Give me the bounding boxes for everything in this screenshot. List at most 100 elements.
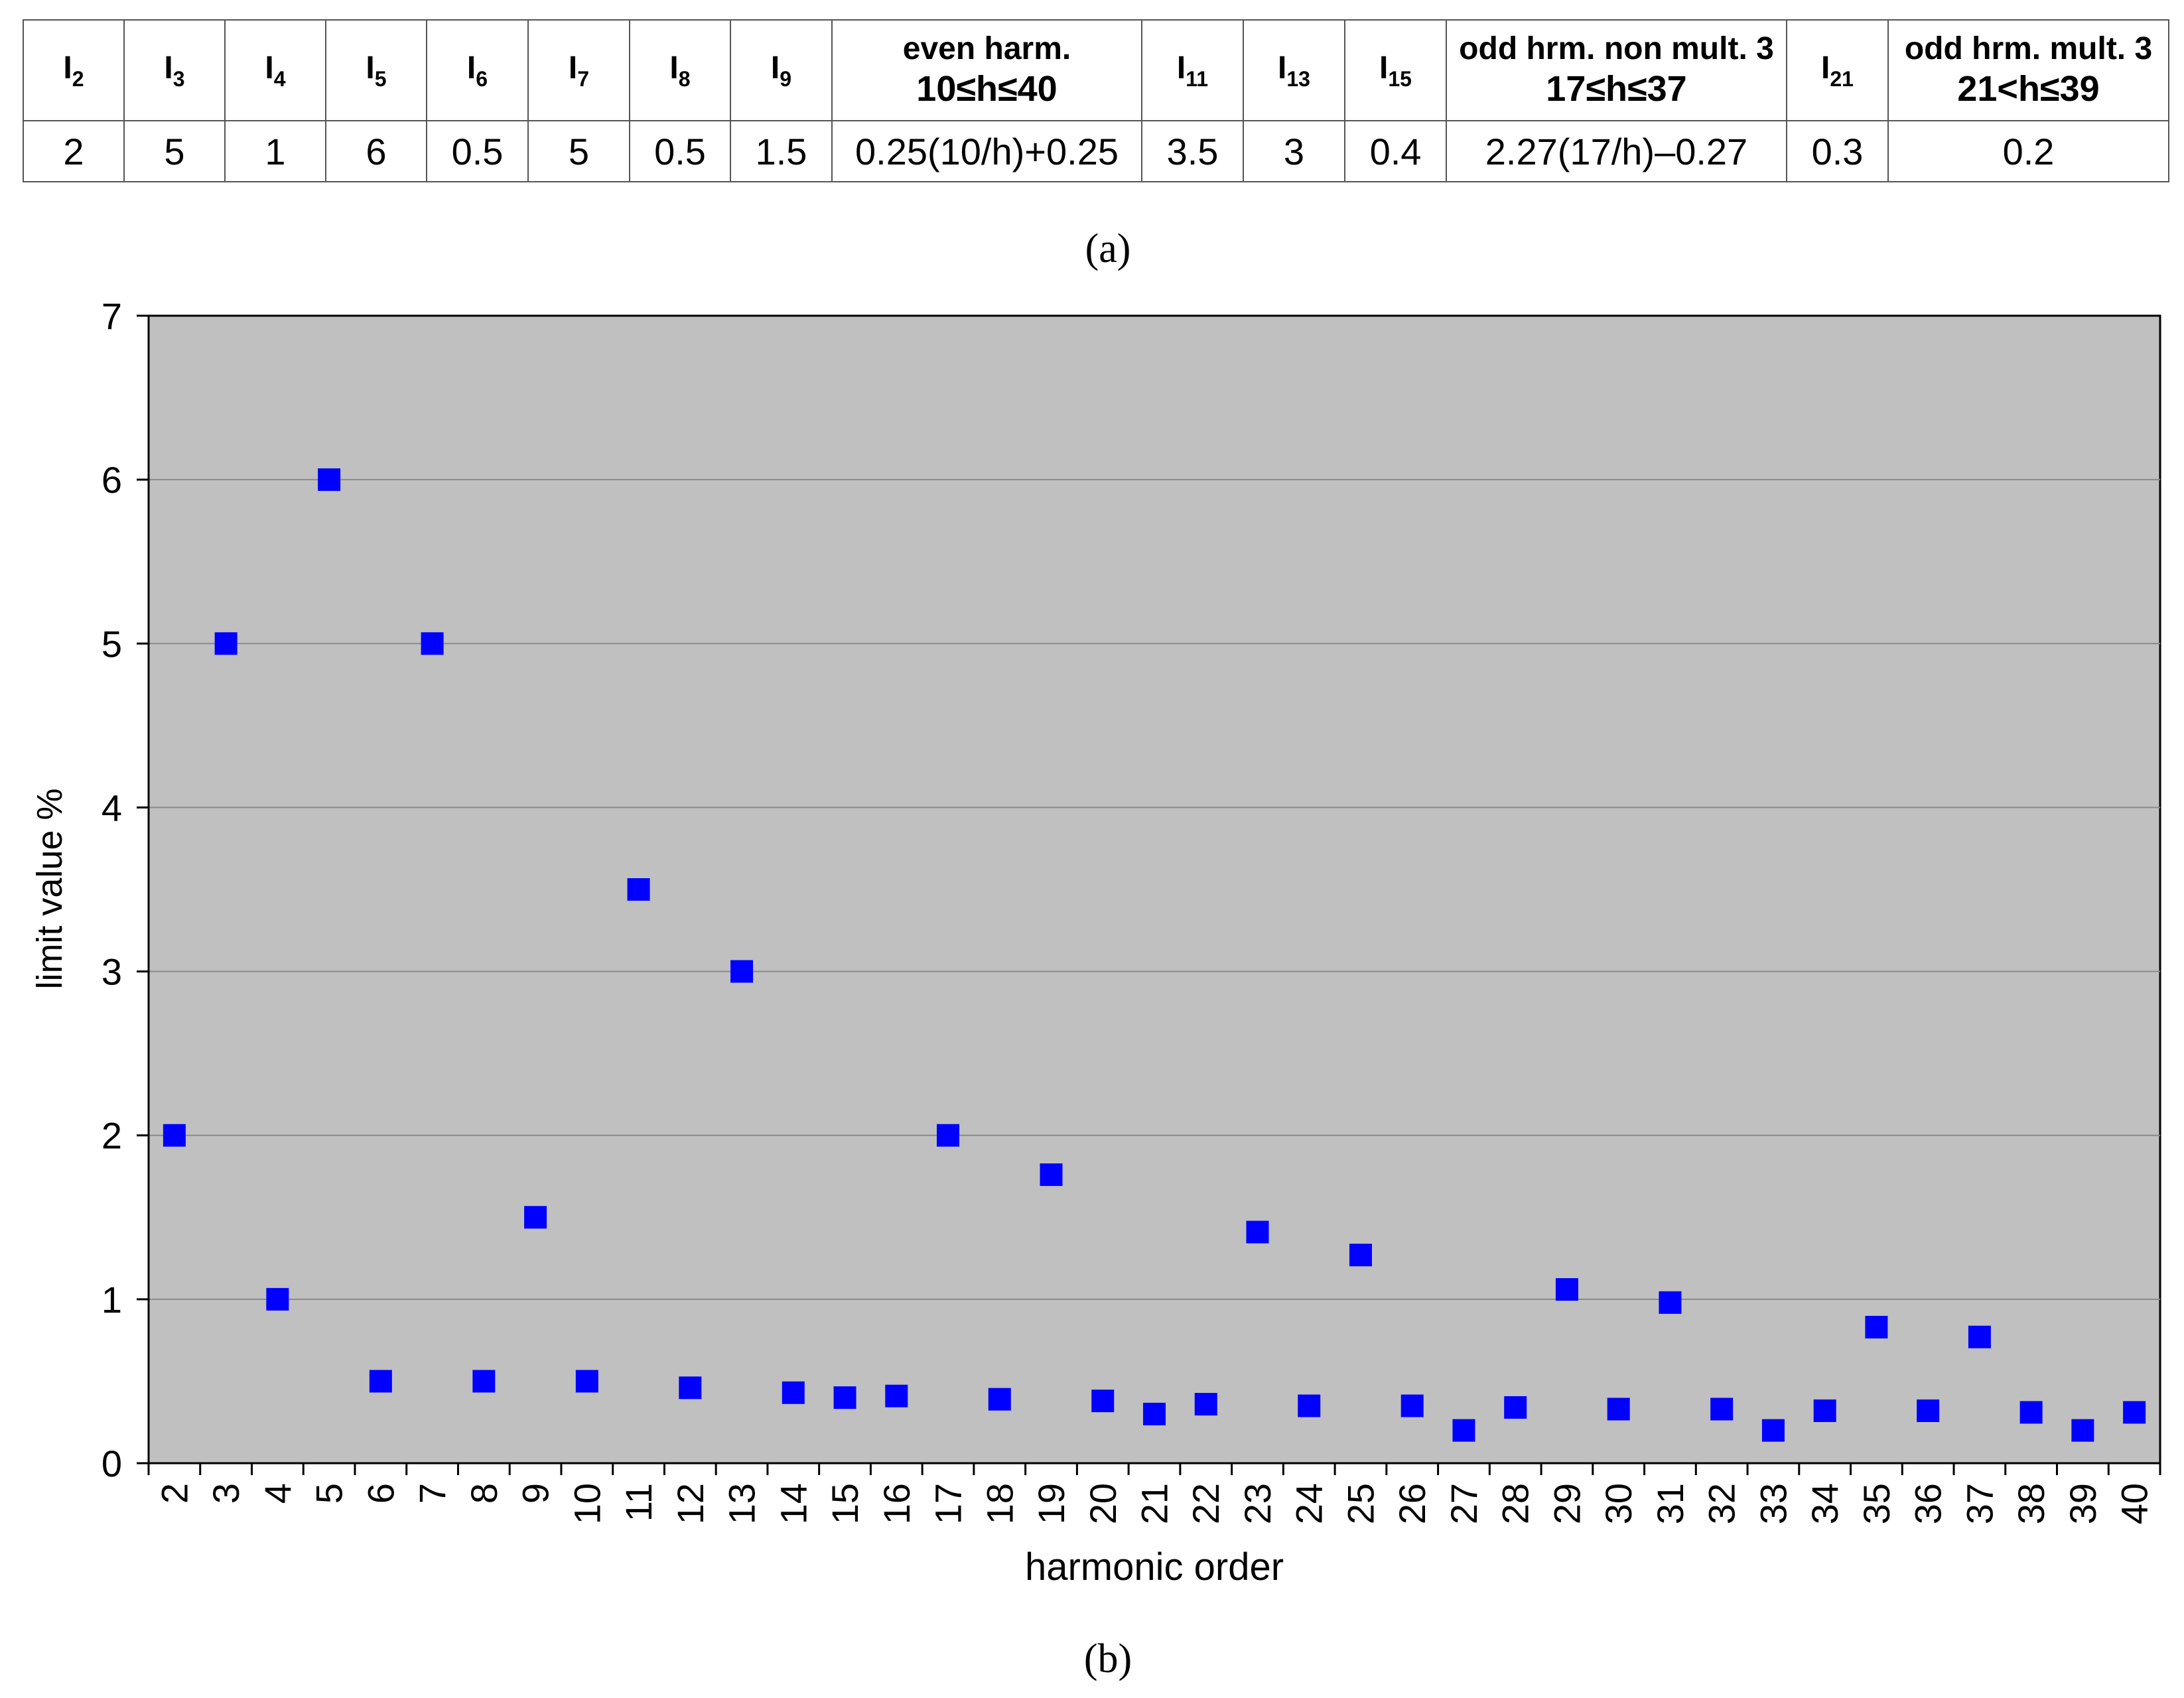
x-tick-label: 39 (2062, 1483, 2104, 1524)
x-tick-label: 11 (618, 1483, 659, 1522)
table-header-cell: I7 (527, 19, 630, 121)
y-tick-label: 0 (102, 1443, 122, 1484)
y-tick-label: 1 (102, 1279, 122, 1321)
x-tick-label: 34 (1804, 1483, 1846, 1524)
x-tick-label: 24 (1288, 1483, 1330, 1524)
header-main-text: I (568, 50, 578, 86)
x-tick-label: 3 (205, 1483, 247, 1504)
data-point (266, 1287, 289, 1311)
gridlines (149, 479, 2160, 1300)
header-subscript: 4 (273, 66, 286, 91)
y-tick-label: 4 (102, 787, 122, 828)
header-main-text: I (770, 50, 780, 86)
data-point (1091, 1390, 1115, 1413)
harmonic-limits-table: I2 I3 I4 I5 I6 I7 I8 I9 even harm. 10≤h≤40 I11 I13 I… (23, 19, 2169, 182)
x-tick-label: 25 (1339, 1483, 1381, 1524)
x-tick-label: 17 (927, 1483, 969, 1524)
y-tick-label: 2 (102, 1115, 122, 1157)
data-points (163, 468, 2146, 1442)
x-tick-label: 33 (1752, 1483, 1794, 1524)
panel-label-a: (a) (1085, 226, 1131, 271)
panel-label-b: (b) (1083, 1636, 1132, 1681)
x-tick-label: 8 (463, 1483, 505, 1504)
x-tick-label: 19 (1030, 1483, 1072, 1524)
table-header-row: I2 I3 I4 I5 I6 I7 I8 I9 even harm. 10≤h≤40 I11 I13 I… (23, 19, 2169, 121)
header-subscript: 15 (1388, 66, 1412, 91)
table-header-cell: I21 (1786, 19, 1889, 121)
header-main-text: even harm. (902, 31, 1071, 66)
table-value-cell: 3 (1243, 120, 1345, 182)
data-point (472, 1370, 496, 1393)
data-point (575, 1370, 598, 1393)
data-point (1968, 1325, 1991, 1348)
header-main-text: odd hrm. mult. 3 (1904, 31, 2153, 66)
x-tick-label: 4 (257, 1483, 299, 1504)
header-main-text: I (1176, 50, 1186, 86)
x-tick-label: 28 (1495, 1483, 1536, 1524)
table-value-cell: 0.5 (426, 120, 529, 182)
header-subscript: 21 (1830, 66, 1854, 91)
x-axis-ticks: 2 3 4 5 6 7 8 9 10 11 12 13 14 15 16 17 18 19 20 21 22 23 24 25… (147, 1462, 2161, 1524)
header-range-text: 10≤h≤40 (916, 69, 1058, 109)
table-header-cell: I2 (23, 19, 125, 121)
table-value-cell: 6 (325, 120, 427, 182)
header-subscript: 8 (678, 66, 691, 91)
header-subscript: 13 (1286, 66, 1310, 91)
y-tick-label: 5 (102, 623, 122, 665)
table-header-cell: even harm. 10≤h≤40 (831, 19, 1142, 121)
x-tick-label: 37 (1958, 1483, 2000, 1524)
table-header-cell: I3 (123, 19, 226, 121)
header-main-text: I (1278, 50, 1287, 86)
table-value-cell: 0.25(10/h)+0.25 (831, 120, 1142, 182)
data-point (369, 1370, 392, 1393)
data-point (833, 1386, 856, 1409)
table-header-cell: I11 (1141, 19, 1244, 121)
data-point (1143, 1402, 1166, 1425)
data-point (1917, 1399, 1940, 1422)
x-tick-label: 27 (1443, 1483, 1485, 1524)
x-axis-label: harmonic order (1025, 1545, 1284, 1589)
y-tick-label: 3 (102, 951, 122, 993)
table-value-cell: 0.4 (1344, 120, 1447, 182)
data-point (2123, 1401, 2146, 1424)
x-tick-label: 13 (721, 1483, 763, 1524)
data-point (782, 1381, 805, 1404)
data-point (1194, 1393, 1217, 1416)
table-value-cell: 1 (224, 120, 326, 182)
y-axis-ticks: 0 1 2 3 4 5 6 7 (102, 295, 150, 1484)
header-main-text: I (366, 50, 375, 86)
x-tick-label: 38 (2010, 1483, 2052, 1524)
table-header-cell: I8 (629, 19, 731, 121)
x-tick-label: 14 (772, 1483, 814, 1524)
x-tick-label: 29 (1546, 1483, 1588, 1524)
table-header-cell: odd hrm. mult. 3 21<h≤39 (1887, 19, 2169, 121)
table-value-row: 2 5 1 6 0.5 5 0.5 1.5 0.25(10/h)+0.25 3.5 3 0.4 2.27… (23, 120, 2169, 182)
x-tick-label: 7 (411, 1483, 453, 1504)
data-point (1246, 1220, 1269, 1244)
table-value-cell: 2 (23, 120, 125, 182)
data-point (318, 468, 341, 491)
data-point (163, 1124, 186, 1147)
data-point (1865, 1315, 1888, 1339)
header-main-text: I (1821, 50, 1830, 86)
x-tick-label: 2 (153, 1483, 195, 1504)
header-subscript: 11 (1186, 66, 1209, 91)
data-point (421, 632, 444, 655)
header-subscript: 5 (374, 66, 387, 91)
header-main-text: I (63, 50, 72, 86)
data-point (1659, 1291, 1682, 1314)
data-point (1555, 1278, 1578, 1301)
x-tick-label: 35 (1856, 1483, 1897, 1524)
x-tick-label: 31 (1649, 1483, 1691, 1524)
x-tick-label: 9 (515, 1483, 557, 1504)
x-tick-label: 12 (669, 1483, 711, 1524)
table-value-cell: 0.5 (629, 120, 731, 182)
header-range-text: 21<h≤39 (1957, 69, 2100, 109)
table-header-cell: I5 (325, 19, 427, 121)
table-header-cell: I9 (730, 19, 833, 121)
x-tick-label: 20 (1082, 1483, 1124, 1524)
table-value-cell: 0.3 (1786, 120, 1889, 182)
plot-area (147, 314, 2161, 1465)
header-subscript: 9 (780, 66, 792, 91)
data-point (988, 1388, 1011, 1411)
